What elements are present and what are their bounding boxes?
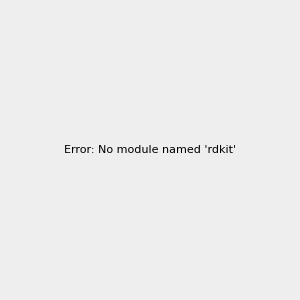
Text: Error: No module named 'rdkit': Error: No module named 'rdkit' xyxy=(64,145,236,155)
